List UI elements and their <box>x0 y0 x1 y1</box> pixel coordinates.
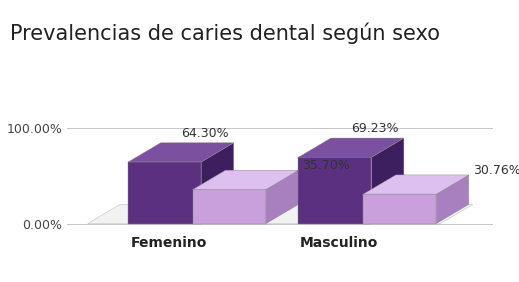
Polygon shape <box>266 170 298 224</box>
Polygon shape <box>193 189 266 224</box>
Polygon shape <box>88 204 473 224</box>
Polygon shape <box>372 138 404 224</box>
Polygon shape <box>298 138 404 157</box>
Polygon shape <box>363 175 469 194</box>
Polygon shape <box>298 157 372 224</box>
Polygon shape <box>201 143 234 224</box>
Polygon shape <box>193 170 298 189</box>
Legend: Si, No: Si, No <box>183 279 276 282</box>
Text: 64.30%: 64.30% <box>181 127 228 140</box>
Text: 69.23%: 69.23% <box>351 122 399 135</box>
Polygon shape <box>363 194 436 224</box>
Text: Prevalencias de caries dental según sexo: Prevalencias de caries dental según sexo <box>10 23 441 44</box>
Text: 30.76%: 30.76% <box>473 164 519 177</box>
Polygon shape <box>128 143 234 162</box>
Text: 35.70%: 35.70% <box>303 159 350 172</box>
Polygon shape <box>128 162 201 224</box>
Polygon shape <box>436 175 469 224</box>
